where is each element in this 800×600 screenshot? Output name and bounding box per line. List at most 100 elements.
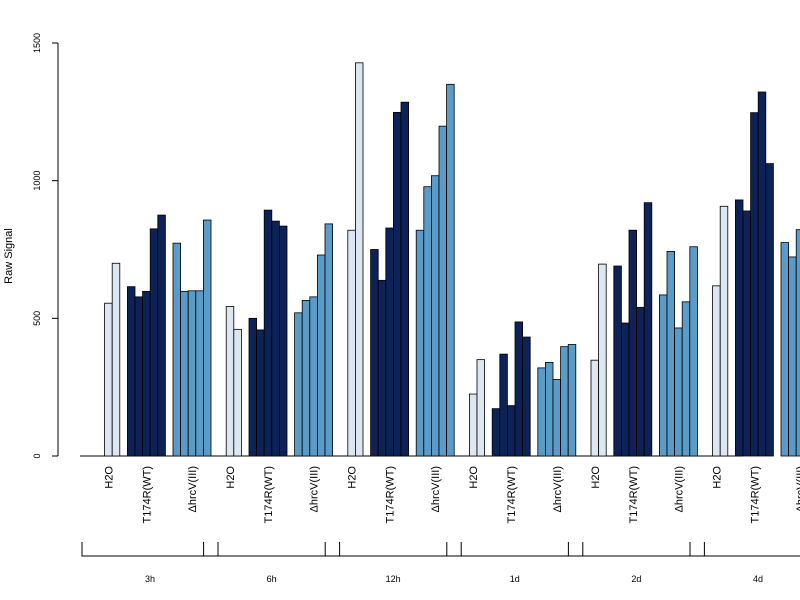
- condition-label: H2O: [711, 466, 723, 489]
- bar: [316, 254, 326, 457]
- bar: [537, 367, 546, 457]
- bar: [522, 336, 531, 457]
- timepoint-label: 1d: [510, 574, 520, 584]
- bar: [278, 225, 288, 457]
- bar: [370, 249, 379, 457]
- bar: [446, 83, 455, 457]
- bar: [294, 312, 303, 457]
- bar: [309, 296, 318, 457]
- condition-label: H2O: [103, 466, 115, 489]
- bar: [795, 229, 800, 457]
- bar: [347, 229, 356, 457]
- condition-label: T174R(WT): [263, 466, 275, 523]
- condition-label: ΔhrcV(III): [552, 466, 564, 512]
- timepoint-label: 2d: [631, 574, 641, 584]
- condition-label: H2O: [468, 466, 480, 489]
- bar: [491, 408, 501, 457]
- bar: [476, 359, 485, 457]
- bar: [689, 246, 698, 457]
- bar: [111, 262, 121, 457]
- bar: [506, 405, 516, 457]
- y-tick-label: 0: [32, 453, 42, 458]
- bar: [621, 322, 630, 457]
- bar: [430, 175, 440, 457]
- bar: [545, 361, 554, 457]
- timepoint-bracket: [567, 542, 705, 557]
- timepoint-bracket: [203, 542, 341, 557]
- condition-label: T174R(WT): [141, 466, 153, 523]
- bar: [567, 344, 577, 457]
- bar: [187, 290, 197, 457]
- bar: [636, 306, 645, 457]
- bar: [225, 306, 235, 457]
- timepoint-bracket: [324, 542, 462, 557]
- bar: [514, 321, 523, 457]
- bar: [757, 91, 767, 457]
- condition-label: T174R(WT): [628, 466, 640, 523]
- y-tick-label: 500: [32, 311, 42, 326]
- condition-label: ΔhrcV(III): [430, 466, 442, 512]
- bar: [750, 112, 759, 457]
- condition-label: H2O: [347, 466, 359, 489]
- bar: [415, 229, 425, 457]
- bar: [765, 163, 774, 457]
- bar: [377, 279, 387, 457]
- timepoint-label: 6h: [267, 574, 277, 584]
- timepoint-bracket: [689, 542, 800, 557]
- labels: H2O T174R(WT) ΔhrcV(III) 3h H2O T174R(WT) Δhrc…: [81, 466, 800, 584]
- condition-label: H2O: [590, 466, 602, 489]
- bar: [324, 223, 333, 457]
- bar: [780, 242, 789, 457]
- bar: [127, 286, 136, 457]
- bar: [499, 353, 508, 457]
- bar: [666, 251, 675, 457]
- bar: [233, 328, 242, 457]
- bar: [560, 346, 569, 457]
- bar: [400, 101, 409, 457]
- condition-label: T174R(WT): [385, 466, 397, 523]
- bar: [681, 301, 691, 457]
- timepoint-label: 4d: [753, 574, 763, 584]
- condition-label: T174R(WT): [506, 466, 518, 523]
- bar: [385, 227, 394, 457]
- bar: [172, 242, 181, 457]
- bar: [271, 220, 280, 457]
- condition-label: ΔhrcV(III): [673, 466, 685, 512]
- bar: [104, 302, 113, 457]
- condition-label: ΔhrcV(III): [187, 466, 199, 512]
- y-tick-label: 1500: [32, 33, 42, 53]
- condition-label: ΔhrcV(III): [309, 466, 321, 512]
- bar: [590, 359, 599, 457]
- bar: [180, 290, 189, 457]
- bar: [202, 219, 212, 457]
- bar: [301, 300, 311, 457]
- bar: [742, 210, 751, 457]
- bar: [423, 186, 432, 457]
- timepoint-label: 3h: [145, 574, 155, 584]
- bar: [392, 111, 402, 457]
- bar: [248, 317, 257, 457]
- timepoint-label: 12h: [386, 574, 401, 584]
- bar: [149, 228, 159, 457]
- bar: [256, 329, 265, 457]
- condition-label: H2O: [225, 466, 237, 489]
- bar: [643, 202, 653, 457]
- timepoint-bracket: [446, 542, 584, 557]
- bars: [104, 62, 800, 457]
- bar: [719, 205, 729, 457]
- bar: [712, 285, 721, 457]
- timepoint-bracket: [81, 542, 219, 557]
- bar: [613, 265, 622, 457]
- bar: [674, 327, 683, 457]
- bar: [735, 199, 744, 457]
- bar: [659, 294, 668, 457]
- bar: [552, 379, 561, 457]
- bar: [468, 393, 478, 457]
- bar: [157, 214, 166, 457]
- y-axis-label: Raw Signal: [3, 228, 15, 284]
- condition-label: ΔhrcV(III): [795, 466, 800, 512]
- condition-label: T174R(WT): [749, 466, 761, 523]
- bar: [263, 209, 273, 457]
- bar: [788, 256, 797, 457]
